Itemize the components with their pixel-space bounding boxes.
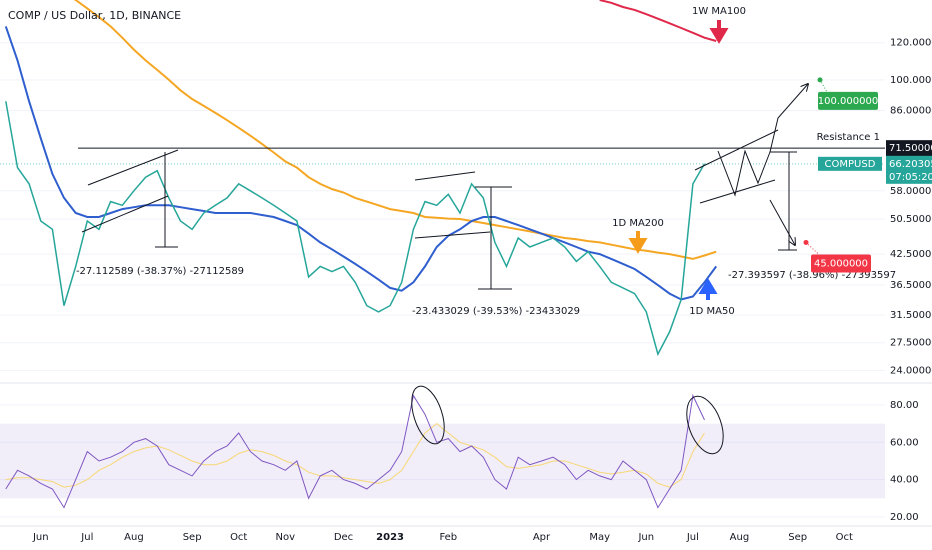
- triangle-line: [699, 179, 776, 204]
- series-line: [5, 422, 705, 488]
- axis-group: 120.000000 100.000000 86.000000 58.000000 50…: [32, 38, 932, 543]
- chart-title: COMP / US Dollar, 1D, BINANCE: [8, 9, 181, 22]
- grid: [0, 42, 885, 518]
- symbol-box: [818, 156, 882, 171]
- x-tick-label: Dec: [334, 532, 353, 543]
- target-label: 45.000000: [814, 258, 868, 269]
- rsi-band-group: [0, 423, 885, 499]
- ma-label: 1D MA200: [612, 218, 664, 229]
- y-tick-label: 100.000000: [890, 75, 932, 86]
- y-tick-label: 20.00: [890, 512, 919, 523]
- target-label: 100.000000: [818, 96, 878, 107]
- series-line: [5, 101, 706, 357]
- triangle-line: [694, 129, 779, 171]
- x-tick-label: May: [589, 532, 610, 543]
- y-tick-label: 36.500000: [890, 280, 932, 291]
- x-tick-label: 2023: [376, 532, 404, 543]
- x-tick-label: Jun: [32, 532, 49, 543]
- projection-arrow: [769, 84, 808, 153]
- channel-line: [81, 195, 169, 233]
- x-tick-label: Aug: [124, 532, 144, 543]
- series-line: [4, 26, 718, 301]
- series-group: [0, 0, 885, 509]
- target-box: [811, 254, 871, 273]
- ma50-arrow: [698, 278, 718, 300]
- channel-line: [87, 149, 179, 186]
- x-tick-label: Apr: [533, 532, 551, 543]
- y-tick-label: 24.000000: [890, 365, 932, 376]
- y-tick-label: 86.000000: [890, 106, 932, 117]
- y-tick-label: 40.00: [890, 475, 919, 486]
- channel-line: [414, 171, 476, 181]
- last-price-label: 66.203059: [889, 159, 932, 170]
- ma200-arrow: [628, 231, 648, 254]
- measure-label: -27.112589 (-38.37%) -27112589: [76, 266, 244, 277]
- measure-label: -27.393597 (-38.96%) -27393597: [728, 270, 896, 281]
- y-tick-label: 58.000000: [890, 186, 932, 197]
- symbol-label: COMPUSD: [825, 159, 876, 170]
- y-tick-label: 42.500000: [890, 249, 932, 260]
- drawings: [81, 20, 808, 455]
- last-price-box: [886, 155, 932, 184]
- y-tick-label: 120.000000: [890, 38, 932, 49]
- x-tick-label: Nov: [276, 532, 296, 543]
- y-tick-label: 50.500000: [890, 214, 932, 225]
- series-line: [5, 393, 705, 509]
- series-line: [73, 0, 717, 260]
- y-tick-label: 60.00: [890, 437, 919, 448]
- rsi-band: [0, 423, 885, 499]
- countdown-label: 07:05:20: [889, 172, 932, 183]
- target-box: [818, 91, 878, 110]
- ma-label: 1D MA50: [689, 306, 734, 317]
- target-connector: [805, 242, 822, 257]
- zigzag: [717, 149, 771, 197]
- x-tick-label: Jul: [686, 532, 699, 543]
- price-label-box: [886, 140, 932, 157]
- x-tick-label: Oct: [230, 532, 247, 543]
- series-line: [599, 0, 717, 42]
- ma100-arrow: [709, 20, 729, 44]
- x-tick-label: Feb: [439, 532, 457, 543]
- x-tick-label: Aug: [730, 532, 750, 543]
- channel-line: [414, 231, 491, 239]
- price-label: 71.500000: [889, 143, 932, 154]
- x-tick-label: Jun: [637, 532, 654, 543]
- y-tick-label: 80.00: [890, 400, 919, 411]
- y-tick-label: 27.500000: [890, 338, 932, 349]
- rsi-circle: [686, 395, 724, 455]
- ma-label: 1W MA100: [692, 6, 746, 17]
- measure-label: -23.433029 (-39.53%) -23433029: [412, 306, 580, 317]
- x-tick-label: Oct: [836, 532, 853, 543]
- rsi-circle: [411, 385, 445, 445]
- x-tick-label: Sep: [183, 532, 202, 543]
- resistance-name: Resistance 1: [817, 132, 880, 143]
- projection-arrow: [769, 199, 795, 245]
- x-tick-label: Jul: [80, 532, 93, 543]
- y-tick-label: 31.500000: [890, 310, 932, 321]
- x-tick-label: Sep: [788, 532, 807, 543]
